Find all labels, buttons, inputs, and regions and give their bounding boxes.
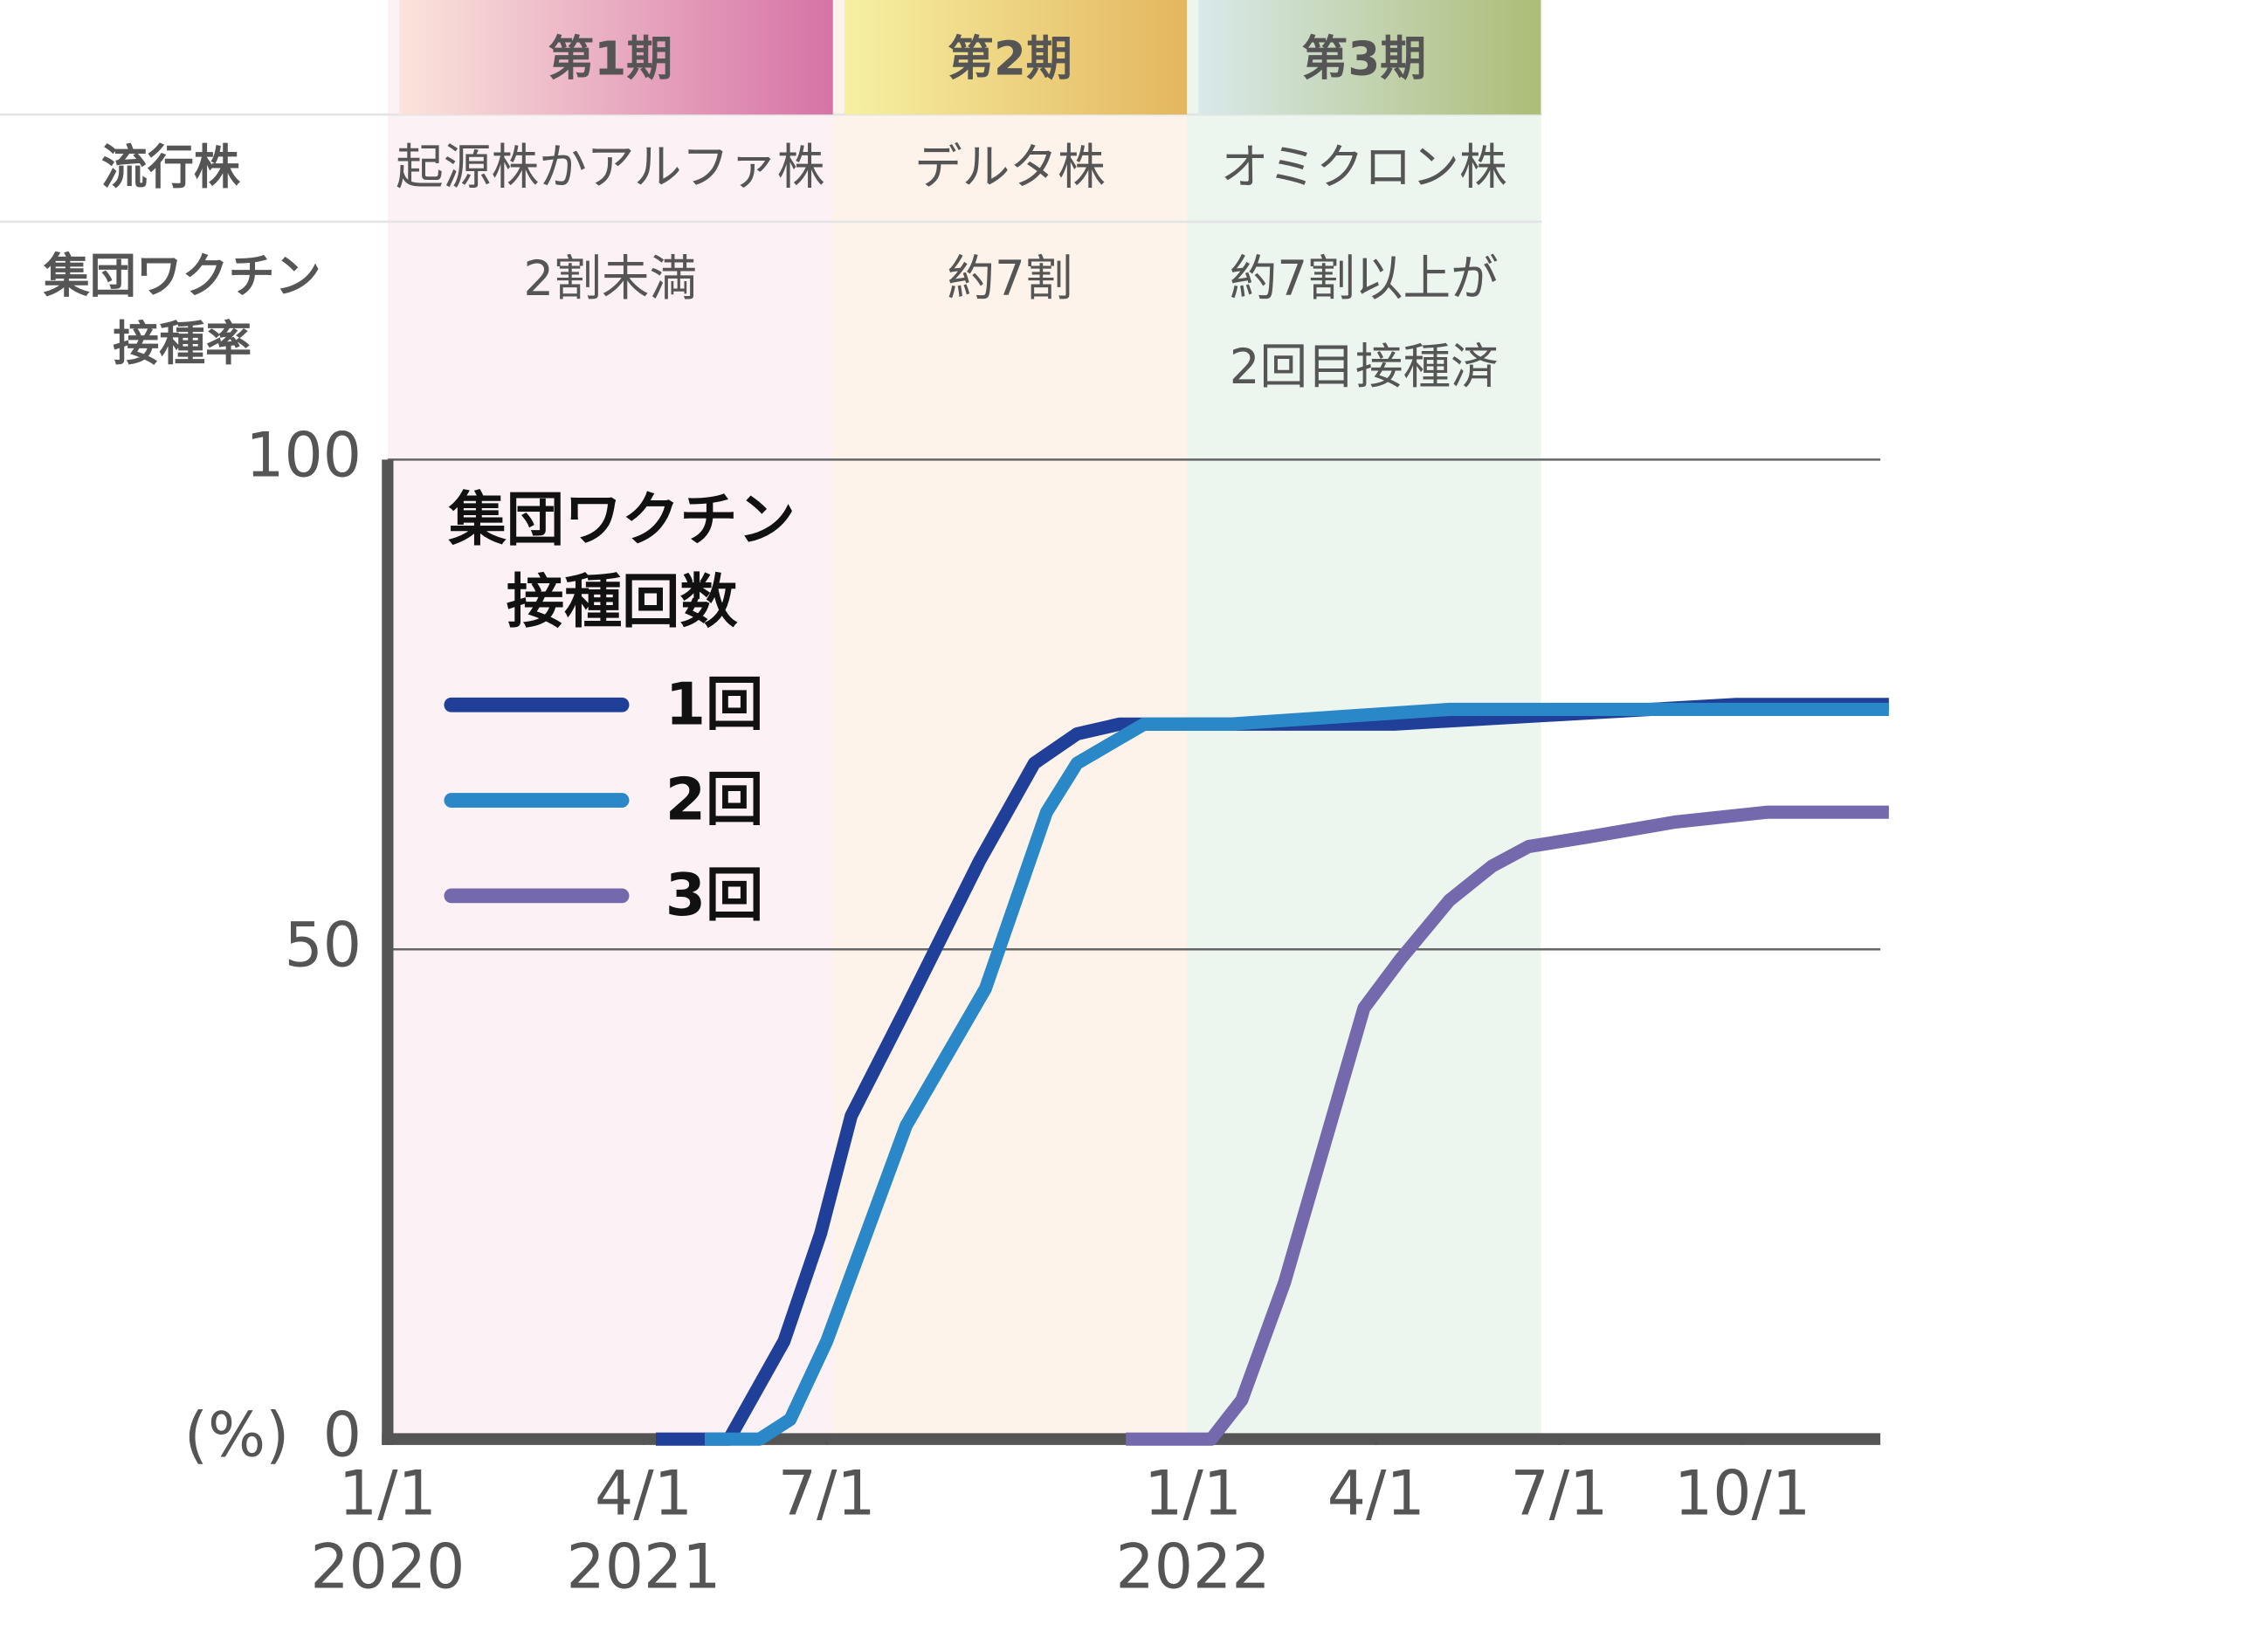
period-name: 第1期 — [548, 31, 672, 86]
strain: オミクロン株 — [1221, 139, 1507, 196]
x-tick-label: 1/1 2020 — [310, 1457, 465, 1603]
x-tick-label: 7/1 — [1510, 1457, 1608, 1530]
row-label: 集団ワクチン接種率 — [43, 248, 321, 371]
series-line — [704, 702, 1889, 1446]
row-label: 流行株 — [101, 139, 241, 194]
vaccination-rate: 約7割以上が 2回目接種済 — [1230, 251, 1499, 395]
period-header — [1198, 0, 1541, 115]
x-tick-label: 10/1 — [1674, 1457, 1810, 1530]
legend-title: 集団ワクチン接種回数 — [447, 485, 795, 636]
series-line — [1126, 805, 1889, 1446]
strain: デルタ株 — [914, 139, 1106, 196]
x-tick-label: 7/1 — [778, 1457, 876, 1530]
period-name: 第2期 — [948, 31, 1072, 86]
legend-label: 2回 — [665, 765, 763, 834]
period-header — [844, 0, 1188, 115]
y-tick-label: 50 — [285, 909, 362, 981]
legend-label: 1回 — [665, 670, 763, 739]
vaccination-rate: 約7割 — [947, 251, 1072, 307]
period-name: 第3期 — [1301, 31, 1426, 86]
legend-label: 3回 — [665, 860, 763, 929]
x-tick-label: 4/1 2021 — [567, 1457, 721, 1603]
x-tick-label: 1/1 2022 — [1116, 1457, 1271, 1603]
series-line — [656, 698, 1889, 1446]
period-band — [387, 0, 833, 1440]
strain: 起源株かアルファ株 — [396, 139, 824, 196]
vaccination-rate: 2割未満 — [523, 251, 697, 307]
x-tick-label: 4/1 — [1327, 1457, 1425, 1530]
y-unit: (%) — [184, 1399, 289, 1471]
y-tick-label: 0 — [323, 1399, 362, 1471]
period-header — [399, 0, 833, 115]
y-tick-label: 100 — [245, 419, 362, 492]
